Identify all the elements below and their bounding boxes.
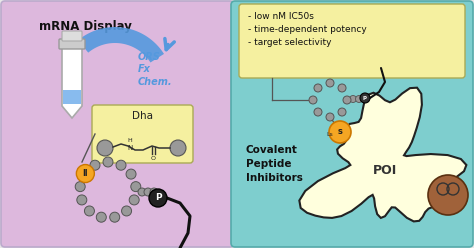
Circle shape: [360, 93, 370, 103]
Text: Ls: Ls: [326, 131, 333, 136]
Circle shape: [428, 175, 468, 215]
Polygon shape: [300, 88, 466, 221]
Text: Il: Il: [82, 169, 88, 178]
Circle shape: [138, 188, 146, 196]
Text: mRNA Display: mRNA Display: [38, 20, 131, 33]
FancyBboxPatch shape: [239, 4, 465, 78]
Circle shape: [149, 189, 167, 207]
Circle shape: [170, 140, 186, 156]
Circle shape: [121, 206, 132, 216]
Circle shape: [131, 182, 141, 192]
Text: H: H: [128, 138, 132, 143]
Text: s: s: [337, 127, 342, 136]
FancyBboxPatch shape: [1, 1, 234, 247]
Circle shape: [356, 95, 363, 102]
Text: Dha: Dha: [132, 111, 153, 121]
Circle shape: [326, 113, 334, 121]
Circle shape: [103, 157, 113, 167]
Circle shape: [84, 206, 94, 216]
Circle shape: [77, 195, 87, 205]
Circle shape: [126, 169, 136, 179]
Circle shape: [326, 79, 334, 87]
Circle shape: [338, 108, 346, 116]
Circle shape: [109, 212, 120, 222]
Polygon shape: [63, 90, 81, 104]
Circle shape: [90, 160, 100, 170]
Text: p: p: [363, 95, 367, 100]
Text: P: P: [155, 193, 161, 203]
FancyBboxPatch shape: [59, 39, 85, 49]
Circle shape: [343, 96, 351, 104]
Circle shape: [309, 96, 317, 104]
Circle shape: [76, 164, 94, 183]
Circle shape: [349, 95, 356, 102]
Polygon shape: [62, 48, 82, 118]
Circle shape: [314, 108, 322, 116]
Text: - low nM IC50s
- time-dependent potency
- target selectivity: - low nM IC50s - time-dependent potency …: [248, 12, 367, 47]
Circle shape: [96, 212, 106, 222]
Polygon shape: [78, 27, 164, 62]
Text: POI: POI: [373, 163, 397, 177]
FancyBboxPatch shape: [92, 105, 193, 163]
FancyBboxPatch shape: [231, 1, 473, 247]
Circle shape: [329, 121, 351, 143]
Circle shape: [144, 188, 152, 196]
Text: O: O: [151, 156, 155, 161]
Text: Covalent
Peptide
Inhibitors: Covalent Peptide Inhibitors: [246, 145, 303, 183]
Circle shape: [129, 195, 139, 205]
FancyBboxPatch shape: [62, 31, 82, 41]
Circle shape: [80, 169, 90, 179]
Text: ORS
Fx
Chem.: ORS Fx Chem.: [138, 52, 173, 87]
Circle shape: [314, 84, 322, 92]
Circle shape: [116, 160, 126, 170]
Circle shape: [338, 84, 346, 92]
Circle shape: [75, 182, 85, 192]
Circle shape: [150, 188, 158, 196]
Text: N: N: [128, 145, 133, 151]
Circle shape: [97, 140, 113, 156]
